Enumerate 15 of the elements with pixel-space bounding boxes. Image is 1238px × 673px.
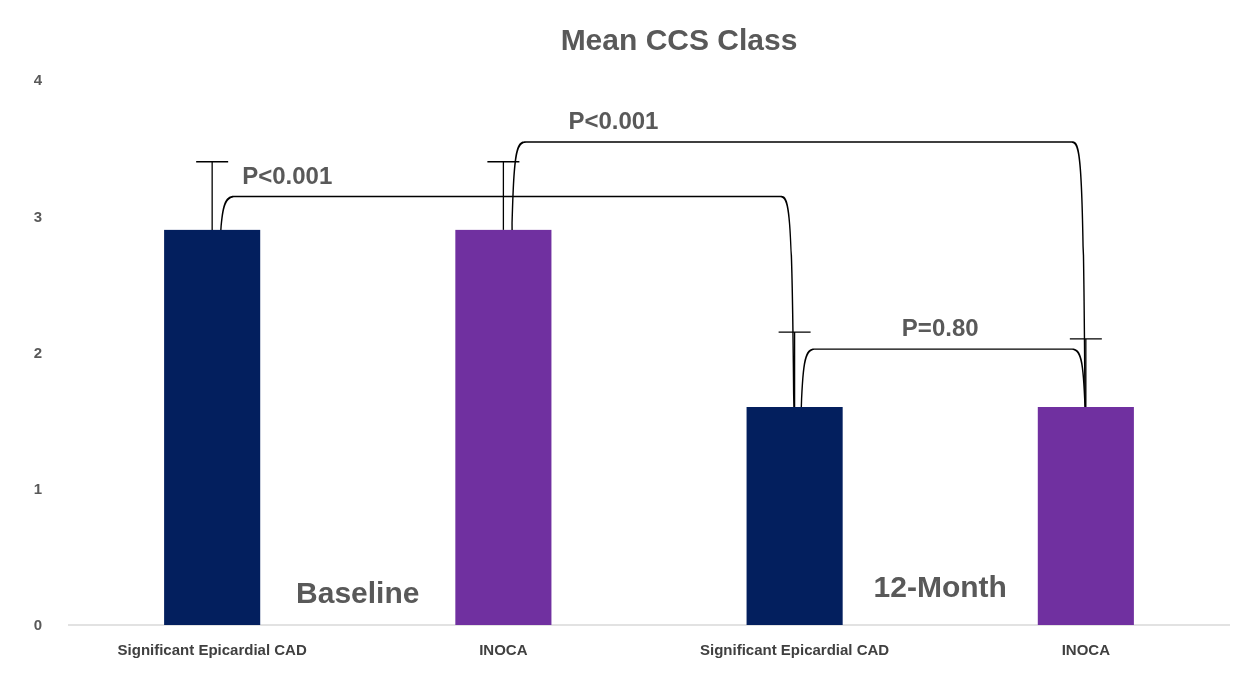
x-tick-label: INOCA — [479, 641, 528, 658]
annotation: 12-Month — [873, 570, 1007, 603]
x-tick-label: Significant Epicardial CAD — [117, 641, 307, 658]
annotation: P=0.80 — [901, 314, 979, 342]
y-tick-label: 4 — [33, 71, 43, 89]
y-tick-label: 0 — [33, 616, 43, 634]
x-tick-label: INOCA — [1061, 641, 1111, 658]
annotation: Baseline — [296, 576, 420, 609]
y-tick-label: 2 — [33, 343, 43, 361]
x-tick-label: Significant Epicardial CAD — [700, 641, 890, 658]
y-tick-label: 3 — [33, 207, 43, 225]
y-tick-label: 1 — [33, 480, 43, 497]
annotation: P<0.001 — [242, 161, 333, 189]
chart-title: Mean CCS Class — [560, 23, 798, 56]
annotation: P<0.001 — [568, 107, 659, 135]
